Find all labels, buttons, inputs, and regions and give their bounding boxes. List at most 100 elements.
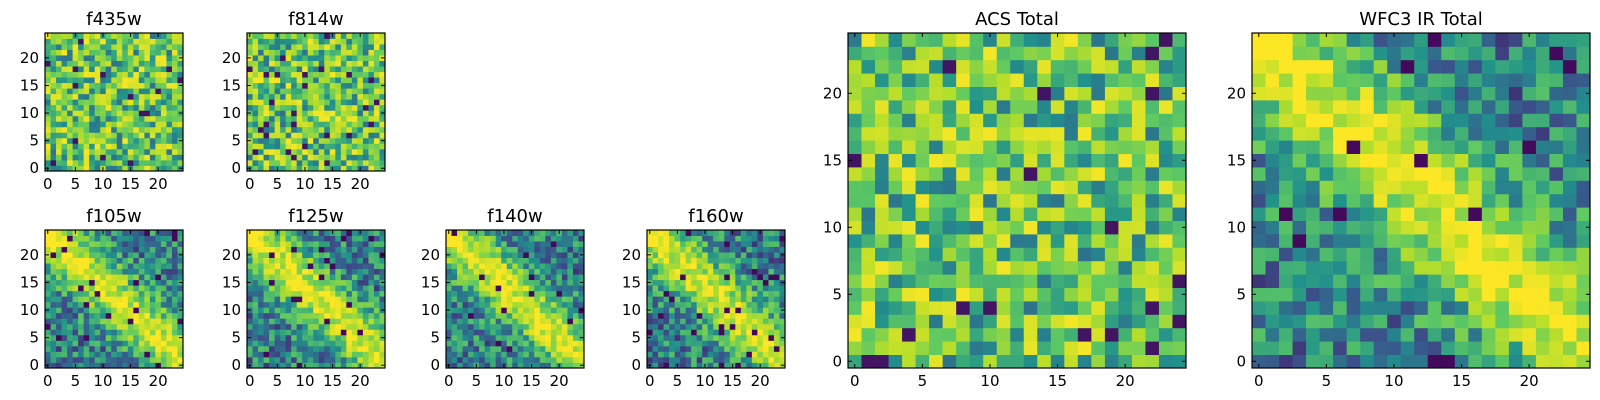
heatmap-cell <box>1172 167 1187 181</box>
heatmap-cell <box>534 362 541 369</box>
heatmap-cell <box>72 252 79 258</box>
heatmap-cell <box>1306 153 1320 168</box>
heatmap-cell <box>45 121 51 128</box>
heatmap-cell <box>1145 140 1160 154</box>
heatmap-cell <box>335 77 342 84</box>
heatmap-cell <box>1508 274 1523 288</box>
heatmap-cell <box>479 252 486 258</box>
heatmap-cell <box>89 143 96 150</box>
heatmap-cell <box>685 279 692 286</box>
heatmap-cell <box>340 55 347 61</box>
heatmap-cell <box>512 345 519 352</box>
heatmap-cell <box>318 279 325 286</box>
heatmap-cell <box>78 33 85 39</box>
heatmap-cell <box>942 126 957 141</box>
heatmap-cell <box>155 55 162 61</box>
heatmap-cell <box>285 99 292 106</box>
heatmap-cell <box>1037 113 1052 128</box>
heatmap-cell <box>685 345 692 352</box>
heatmap-cell <box>674 329 681 336</box>
heatmap-cell <box>133 154 140 161</box>
heatmap-cell <box>269 38 275 45</box>
heatmap-cell <box>307 351 314 358</box>
heatmap-cell <box>685 351 692 358</box>
heatmap-cell <box>1454 327 1469 342</box>
heatmap-cell <box>578 312 585 319</box>
heatmap-cell <box>1091 113 1106 128</box>
heatmap-cell <box>263 257 270 264</box>
heatmap-cell <box>346 345 353 352</box>
heatmap-cell <box>72 285 79 292</box>
heatmap-cell <box>302 132 309 139</box>
heatmap-cell <box>373 165 380 172</box>
heatmap-cell <box>171 323 178 330</box>
heatmap-cell <box>479 285 486 292</box>
heatmap-cell <box>307 60 314 67</box>
heatmap-cell <box>539 318 546 325</box>
heatmap-cell <box>296 126 303 133</box>
heatmap-cell <box>702 356 709 363</box>
heatmap-cell <box>956 46 971 61</box>
heatmap-cell <box>969 287 984 302</box>
heatmap-cell <box>105 148 112 155</box>
heatmap-cell <box>942 33 957 47</box>
heatmap-cell <box>680 290 687 297</box>
heatmap-cell <box>762 235 769 242</box>
heatmap-cell <box>848 100 862 114</box>
heatmap-cell <box>56 88 62 95</box>
heatmap-cell <box>729 268 736 275</box>
heatmap-cell <box>902 274 916 288</box>
heatmap-cell <box>155 356 162 363</box>
heatmap-cell <box>155 312 162 319</box>
heatmap-cell <box>674 279 681 286</box>
heatmap-cell <box>155 49 162 56</box>
heatmap-cell <box>462 235 469 242</box>
heatmap-cell <box>523 312 530 319</box>
heatmap-cell <box>578 274 585 281</box>
heatmap-cell <box>177 257 184 264</box>
heatmap-cell <box>318 55 325 61</box>
heatmap-cell <box>362 257 369 264</box>
heatmap-cell <box>78 38 85 45</box>
heatmap-cell <box>362 38 369 45</box>
heatmap-cell <box>1064 59 1079 74</box>
heatmap-cell <box>1306 354 1320 369</box>
heatmap-cell <box>1576 167 1591 181</box>
heatmap-cell <box>567 345 574 352</box>
heatmap-cell <box>534 345 541 352</box>
heatmap-cell <box>263 165 270 172</box>
heatmap-cell <box>78 115 85 122</box>
heatmap-cell <box>89 340 96 347</box>
heatmap-cell <box>1279 327 1293 342</box>
heatmap-cell <box>379 356 386 363</box>
x-tick-label: 10 <box>295 175 314 193</box>
heatmap-cell <box>578 301 585 308</box>
heatmap-cell <box>50 340 57 347</box>
heatmap-cell <box>368 268 375 275</box>
heatmap-cell <box>768 334 775 341</box>
heatmap-cell <box>166 148 173 155</box>
heatmap-cell <box>1292 287 1307 302</box>
heatmap-cell <box>517 285 524 292</box>
heatmap-cell <box>324 301 331 308</box>
heatmap-cell <box>902 207 916 221</box>
heatmap-cell <box>1333 220 1348 235</box>
heatmap-cell <box>94 362 101 369</box>
heatmap-cell <box>116 263 123 270</box>
heatmap-cell <box>674 268 681 275</box>
heatmap-cell <box>346 88 353 95</box>
heatmap-cell <box>318 33 325 39</box>
heatmap-cell <box>942 287 957 302</box>
heatmap-cell <box>285 235 292 242</box>
heatmap-cell <box>138 104 145 111</box>
heatmap-cell <box>669 290 675 297</box>
heatmap-cell <box>351 323 358 330</box>
heatmap-cell <box>302 334 309 341</box>
heatmap-cell <box>861 59 876 74</box>
heatmap-cell <box>138 274 145 281</box>
heatmap-cell <box>149 307 156 314</box>
heatmap-cell <box>89 235 96 242</box>
heatmap-cell <box>50 49 57 56</box>
heatmap-cell <box>517 290 524 297</box>
heatmap-cell <box>1050 46 1065 61</box>
